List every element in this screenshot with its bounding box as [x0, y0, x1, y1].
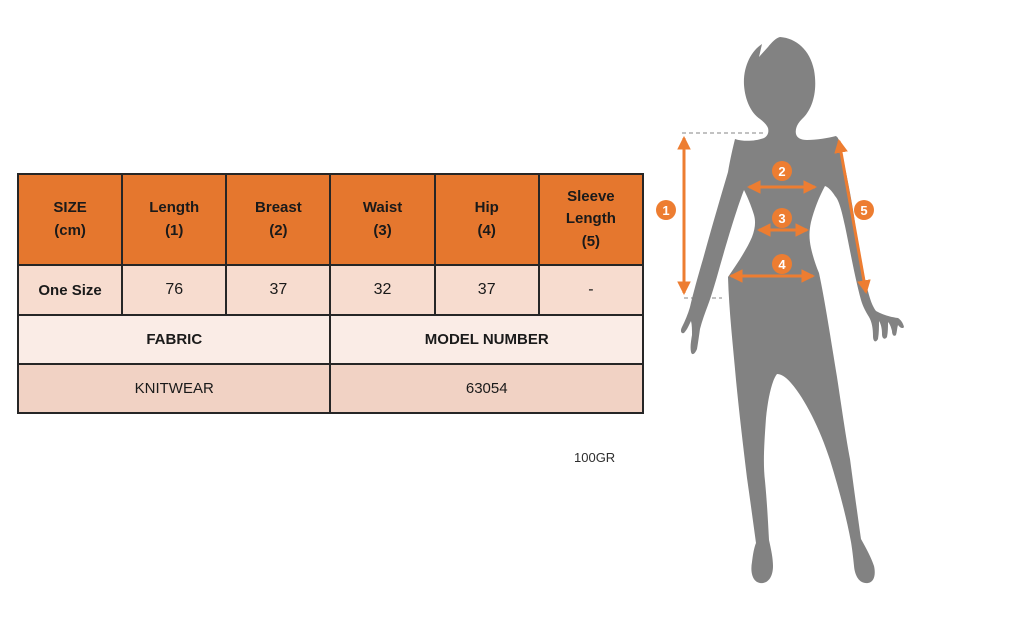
marker-3-waist: 3 [772, 208, 792, 228]
length-value-cell: 76 [121, 264, 228, 316]
size-label-cell: One Size [16, 264, 124, 316]
size-chart-table: SIZE (cm) Length (1) Breast (2) Waist (3… [16, 173, 645, 414]
info-values-row: KNITWEAR 63054 [16, 363, 644, 414]
fabric-value-cell: KNITWEAR [16, 363, 332, 414]
header-row: SIZE (cm) Length (1) Breast (2) Waist (3… [16, 173, 645, 266]
fabric-header-cell: FABRIC [16, 314, 332, 365]
header-sleeve-length: Sleeve Length (5) [537, 173, 645, 266]
model-number-value-cell: 63054 [329, 363, 644, 414]
marker-1-length: 1 [656, 200, 676, 220]
marker-5-sleeve: 5 [854, 200, 874, 220]
waist-value-cell: 32 [329, 264, 436, 316]
measurement-diagram-svg [677, 37, 904, 584]
sleeve-length-arrow [834, 138, 871, 295]
header-breast: Breast (2) [225, 173, 332, 266]
hip-value-cell: 37 [433, 264, 540, 316]
header-waist: Waist (3) [329, 173, 436, 266]
female-silhouette [680, 37, 904, 584]
header-hip: Hip (4) [433, 173, 540, 266]
marker-4-hip: 4 [772, 254, 792, 274]
info-header-row: FABRIC MODEL NUMBER [16, 314, 644, 365]
model-number-header-cell: MODEL NUMBER [329, 314, 644, 365]
marker-2-breast: 2 [772, 161, 792, 181]
sleeve-length-value-cell: - [537, 264, 645, 316]
breast-value-cell: 37 [225, 264, 332, 316]
header-length: Length (1) [121, 173, 228, 266]
size-values-row: One Size 76 37 32 37 - [16, 264, 645, 316]
measurement-diagram: 1 2 3 4 5 [640, 0, 1024, 625]
header-size: SIZE (cm) [16, 173, 124, 266]
weight-note: 100GR [574, 450, 616, 465]
